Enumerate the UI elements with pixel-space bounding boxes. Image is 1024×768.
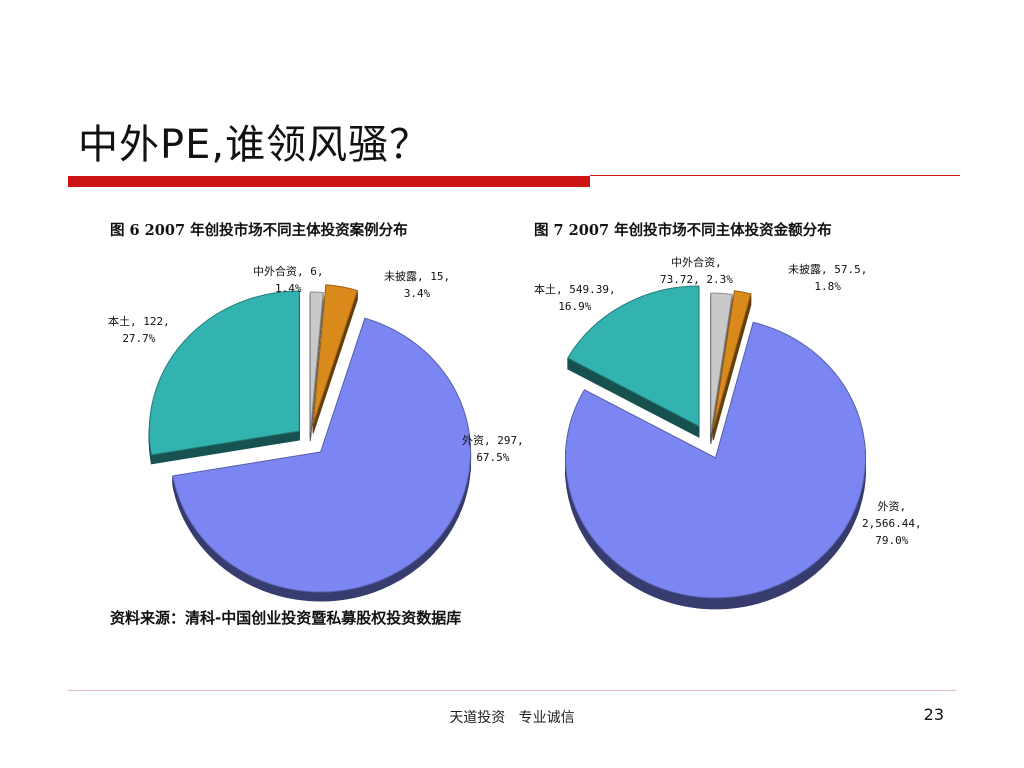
left-label-foreign: 外资, 297, 67.5% (462, 434, 524, 464)
footer-slogan: 天道投资 专业诚信 (449, 710, 575, 726)
slide-title: 中外PE,谁领风骚？ (78, 122, 431, 168)
pie-chart-case-count (148, 284, 472, 602)
left-slice-中外合资 (309, 291, 324, 433)
pie-chart-investment-amount (565, 285, 866, 610)
right-slice-外资 (565, 321, 866, 599)
chart-title-investment-amount: 图 7 2007 年创投市场不同主体投资金额分布 (534, 222, 832, 239)
title-underline-thick (68, 176, 590, 187)
right-label-domestic: 本土, 549.39, 16.9% (534, 283, 616, 313)
footer-divider (68, 690, 956, 691)
left-label-domestic: 本土, 122, 27.7% (108, 315, 170, 345)
left-label-joint-venture: 中外合资, 6, 1.4% (253, 265, 324, 295)
right-label-foreign: 外资, 2,566.44, 79.0% (862, 500, 922, 547)
data-source-note: 资料来源：清科-中国创业投资暨私募股权投资数据库 (110, 609, 462, 627)
right-label-joint-venture: 中外合资, 73.72, 2.3% (660, 256, 733, 286)
right-slice-本土 (567, 285, 700, 427)
left-slice-本土 (148, 290, 300, 456)
chart-title-case-count: 图 6 2007 年创投市场不同主体投资案例分布 (110, 222, 408, 239)
page-number: 23 (923, 705, 944, 724)
left-label-undisclosed: 未披露, 15, 3.4% (384, 270, 451, 300)
right-label-undisclosed: 未披露, 57.5, 1.8% (788, 263, 868, 293)
left-slice-未披露 (312, 284, 359, 425)
left-slice-外资 (172, 317, 472, 593)
right-slice-中外合资 (710, 292, 733, 434)
title-underline-thin (590, 175, 960, 176)
right-slice-未披露 (712, 290, 752, 430)
